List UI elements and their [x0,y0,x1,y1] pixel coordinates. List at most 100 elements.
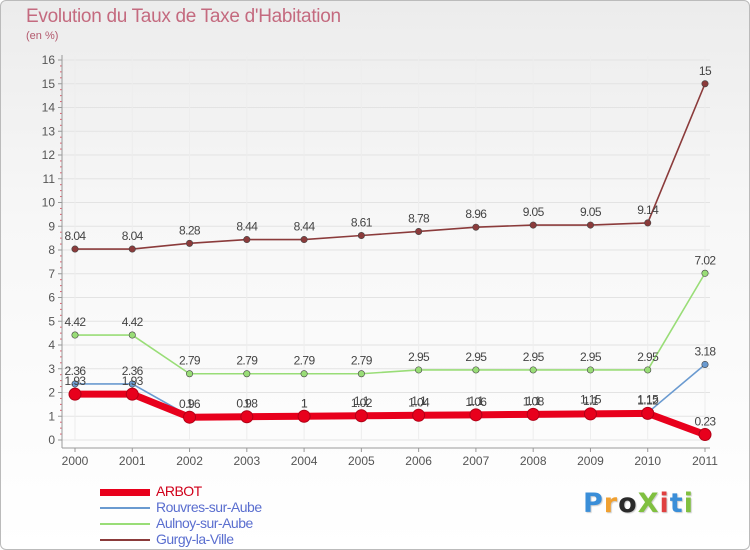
legend-swatch [100,539,150,541]
series-line-gurgy-la-ville [74,82,706,250]
x-tick-label: 2010 [634,454,661,468]
x-tick-label: 2007 [463,454,490,468]
data-point [71,331,79,339]
legend-swatch [100,523,150,525]
data-label: 1.1 [354,394,370,408]
data-point [71,245,79,253]
data-label: 1 [301,396,308,410]
data-point [243,370,251,378]
data-label: 2.95 [408,350,430,364]
data-point [586,366,594,374]
data-label: 9.14 [637,203,659,217]
data-label: 2.36 [65,364,87,378]
data-label: 2.79 [351,354,373,368]
data-point [641,406,655,420]
chart-title: Evolution du Taux de Taxe d'Habitation [26,6,341,27]
x-tick-label: 2002 [176,454,203,468]
data-label: 1 [301,396,308,410]
data-label: 9.05 [580,205,602,219]
y-tick-label: 4 [48,338,55,352]
data-label: 2.79 [179,354,201,368]
data-label: 4.42 [122,315,144,329]
data-point [357,232,365,240]
data-label: 1.1 [583,394,599,408]
proxiti-logo: ProXiti [583,488,694,519]
data-point [701,269,709,277]
legend-swatch [100,507,150,509]
data-label: 1 [187,396,194,410]
y-tick-label: 11 [43,172,56,186]
data-point [186,239,194,247]
x-tick-label: 2001 [119,454,146,468]
data-point [529,366,537,374]
y-tick-label: 8 [48,243,55,257]
x-tick-label: 2009 [577,454,604,468]
data-point [125,387,139,401]
data-point [186,370,194,378]
y-tick-label: 1 [48,409,55,423]
legend-swatch [100,489,150,496]
legend-label: Aulnoy-sur-Aube [156,515,253,531]
data-point [698,428,712,442]
data-label: 1.1 [468,394,484,408]
data-label: 0.98 [236,397,258,411]
data-point [412,408,426,422]
y-tick-label: 0 [48,433,55,447]
data-label: 8.04 [122,229,144,243]
data-label: 2.95 [580,350,602,364]
data-label: 8.78 [408,211,430,225]
data-point [240,410,254,424]
y-tick-label: 12 [42,148,56,162]
legend-label: ARBOT [156,483,202,499]
y-tick-label: 15 [42,77,56,91]
data-point [583,407,597,421]
x-tick-label: 2004 [291,454,318,468]
data-label: 2.79 [236,354,258,368]
data-label: 1.15 [580,393,602,407]
legend-label: Rouvres-sur-Aube [156,499,262,515]
series-line-aulnoy-sur-aube [74,272,706,375]
y-tick-label: 5 [48,314,55,328]
y-tick-label: 13 [42,124,56,138]
data-label: 1.08 [523,394,545,408]
y-tick-label: 16 [42,53,56,67]
data-label: 0.23 [695,415,717,429]
data-label: 1.1 [411,394,427,408]
y-tick-label: 3 [48,362,55,376]
data-label: 7.02 [695,253,717,267]
data-label: 8.28 [179,223,201,237]
data-label: 4.42 [65,315,87,329]
data-label: 1.02 [351,396,373,410]
x-tick-label: 2003 [233,454,260,468]
data-label: 2.79 [294,354,316,368]
y-tick-label: 10 [42,196,56,210]
y-tick-label: 6 [48,291,55,305]
data-point [415,227,423,235]
y-tick-label: 2 [48,386,55,400]
data-point [701,80,709,88]
data-label: 2.36 [122,364,144,378]
y-tick-label: 14 [42,101,56,115]
data-point [300,236,308,244]
data-point [354,409,368,423]
y-tick-label: 9 [48,219,55,233]
data-point [472,223,480,231]
data-point [526,407,540,421]
data-label: 1.15 [637,393,659,407]
data-label: 0.96 [179,397,201,411]
data-point [128,380,136,388]
data-label: 8.44 [236,220,258,234]
data-point [415,366,423,374]
data-label: 15 [699,64,712,78]
data-label: 8.61 [351,216,373,230]
data-label: 1.93 [122,374,144,388]
data-point [586,221,594,229]
series-line-arbot [71,390,709,439]
data-point [71,380,79,388]
data-label: 1.04 [408,395,430,409]
data-label: 9.05 [523,205,545,219]
data-label: 1 [244,396,251,410]
x-tick-label: 2006 [405,454,432,468]
